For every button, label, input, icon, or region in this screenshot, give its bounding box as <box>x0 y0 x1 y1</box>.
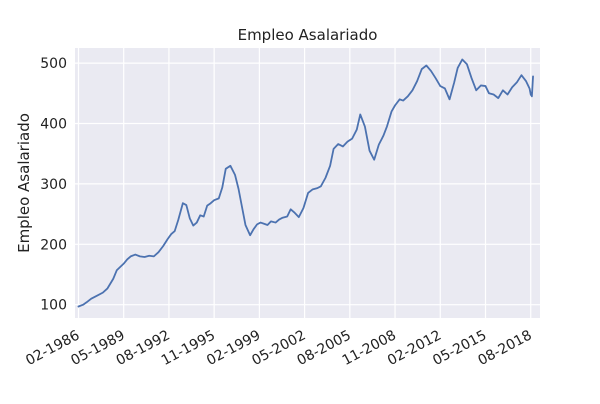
y-tick-label: 300 <box>40 177 67 193</box>
plot-area <box>75 48 540 318</box>
y-tick-label: 500 <box>40 56 67 72</box>
grid-lines <box>75 48 540 318</box>
y-axis-label: Empleo Asalariado <box>15 113 33 253</box>
y-axis: 100 200 300 400 500 <box>40 56 67 314</box>
chart-title: Empleo Asalariado <box>238 26 378 44</box>
series-line-1 <box>77 58 534 308</box>
series-layer <box>77 58 534 308</box>
x-axis: 02-198605-198908-199211-199502-199905-20… <box>23 327 534 369</box>
y-tick-label: 200 <box>40 237 67 253</box>
y-tick-label: 400 <box>40 117 67 133</box>
y-tick-label: 100 <box>40 298 67 314</box>
